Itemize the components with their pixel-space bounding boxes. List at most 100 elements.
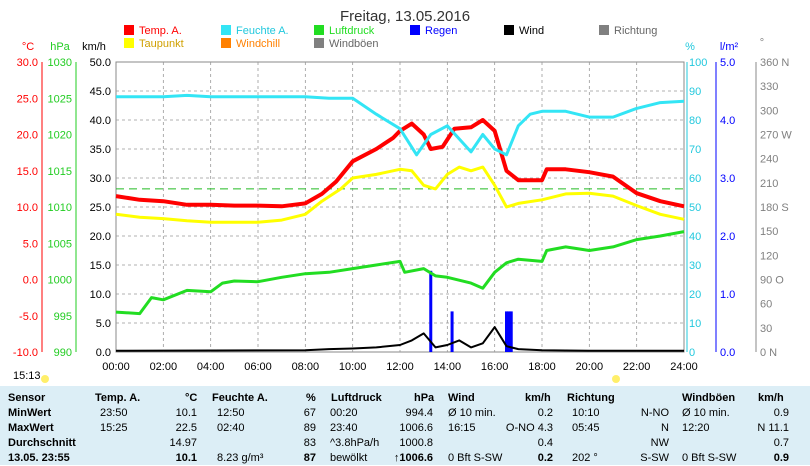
deg-axis-unit: ° <box>760 37 764 49</box>
kmh-tick-label: 0.0 <box>96 347 111 359</box>
legend-label: Taupunkt <box>139 38 184 50</box>
rain-axis-unit: l/m² <box>720 41 739 53</box>
row-label: MinWert <box>8 407 52 419</box>
x-tick-label: 16:00 <box>481 361 509 370</box>
temp-tick-label: 30.0 <box>17 57 38 69</box>
table-row: MinWert 23:50 10.1 12:50 67 00:20 994.4 Ø 10 mi… <box>0 406 810 421</box>
series-taupunkt-line <box>115 165 685 224</box>
direction-tick-label: 210 <box>760 178 778 190</box>
kmh-tick-label: 20.0 <box>90 231 111 243</box>
legend-swatch <box>314 25 324 35</box>
temp-tick-label: 0.0 <box>23 275 38 287</box>
x-tick-label: 02:00 <box>150 361 178 370</box>
legend-label: Temp. A. <box>139 25 182 37</box>
direction-value: N-NO <box>640 407 669 419</box>
pressure-value: 1000.8 <box>399 437 433 449</box>
gust-value: 0.9 <box>773 407 789 419</box>
rain-tick-label: 0.0 <box>720 347 735 359</box>
humidity-value: 89 <box>303 422 316 434</box>
kmh-tick-label: 30.0 <box>90 173 111 185</box>
header-temp: Temp. A. <box>95 392 141 404</box>
hpa-axis-unit: hPa <box>50 41 70 53</box>
temp-tick-label: -10.0 <box>13 347 38 359</box>
header-gust: Windböen <box>682 392 736 404</box>
series-temp-a-line <box>115 118 685 209</box>
temp-tick-label: -5.0 <box>19 311 38 323</box>
legend-swatch <box>221 25 231 35</box>
direction-tick-label: 150 <box>760 226 778 238</box>
pct-tick-label: 20 <box>689 289 701 301</box>
pressure-time: 23:40 <box>330 422 358 434</box>
wind-value: 0.2 <box>537 407 553 419</box>
temp-value: 14.97 <box>169 437 197 449</box>
direction-value: S-SW <box>640 452 669 464</box>
wind-time: 0 Bft S-SW <box>448 452 503 464</box>
gust-time: 0 Bft S-SW <box>682 452 737 464</box>
pct-axis-unit: % <box>685 41 695 53</box>
direction-value: N <box>661 422 669 434</box>
direction-time: 202 ° <box>572 452 598 464</box>
x-tick-label: 06:00 <box>244 361 272 370</box>
kmh-axis-unit: km/h <box>82 41 106 53</box>
legend-label: Richtung <box>614 25 657 37</box>
pressure-time: 00:20 <box>330 407 358 419</box>
pct-tick-label: 50 <box>689 202 701 214</box>
hpa-tick-label: 1015 <box>48 166 72 178</box>
legend-label: Feuchte A. <box>236 25 289 37</box>
temp-value: 22.5 <box>175 422 197 434</box>
rain-bar <box>509 311 513 352</box>
wind-value: O-NO 4.3 <box>505 422 553 434</box>
pct-tick-label: 0 <box>689 347 695 359</box>
wind-value: 0.2 <box>537 452 553 464</box>
table-row: 13.05. 23:55 10.1 8.23 g/m³ 87 bewölkt ↑1006.… <box>0 451 810 466</box>
humidity-value: 83 <box>303 437 316 449</box>
rain-tick-label: 2.0 <box>720 231 735 243</box>
rain-tick-label: 4.0 <box>720 115 735 127</box>
pct-tick-label: 90 <box>689 86 701 98</box>
hpa-tick-label: 1025 <box>48 93 72 105</box>
x-tick-label: 20:00 <box>576 361 604 370</box>
direction-tick-label: 240 <box>760 154 778 166</box>
temp-value: 10.1 <box>175 452 197 464</box>
legend-label: Wind <box>519 25 544 37</box>
x-tick-label: 08:00 <box>292 361 320 370</box>
temp-tick-label: 15.0 <box>17 166 38 178</box>
humidity-value: 87 <box>303 452 316 464</box>
x-tick-label: 04:00 <box>197 361 225 370</box>
temp-time: 15:25 <box>100 422 128 434</box>
kmh-tick-label: 25.0 <box>90 202 111 214</box>
rain-bar <box>450 311 454 352</box>
humidity-time: 12:50 <box>217 407 245 419</box>
header-wind-unit: km/h <box>525 392 551 404</box>
temp-tick-label: 25.0 <box>17 93 38 105</box>
series-wind-line <box>115 326 684 352</box>
x-tick-label: 10:00 <box>339 361 367 370</box>
wind-time: Ø 10 min. <box>448 407 496 419</box>
current-time-label: 15:13 <box>13 370 41 382</box>
direction-time: 10:10 <box>572 407 600 419</box>
header-direction: Richtung <box>567 392 615 404</box>
direction-tick-label: 0 N <box>760 347 777 359</box>
humidity-time: 02:40 <box>217 422 245 434</box>
legend-swatch <box>124 38 134 48</box>
kmh-tick-label: 35.0 <box>90 144 111 156</box>
direction-tick-label: 360 N <box>760 57 789 69</box>
direction-value: NW <box>650 437 669 449</box>
direction-tick-label: 180 S <box>760 202 789 214</box>
rain-bar <box>505 311 508 352</box>
sunrise-icon <box>41 375 49 383</box>
table-row: Durchschnitt 14.97 83 ^3.8hPa/h 1000.8 0.4 NW 0… <box>0 436 810 451</box>
kmh-tick-label: 50.0 <box>90 57 111 69</box>
pressure-time: ^3.8hPa/h <box>330 437 380 449</box>
legend-label: Windchill <box>236 38 280 50</box>
series-feuchte-a-line <box>116 93 685 157</box>
direction-tick-label: 330 <box>760 81 778 93</box>
header-humidity-unit: % <box>306 392 316 404</box>
pct-tick-label: 80 <box>689 115 701 127</box>
hpa-tick-label: 1020 <box>48 130 72 142</box>
hpa-tick-label: 1005 <box>48 238 72 250</box>
legend-swatch <box>599 25 609 35</box>
wind-time: 16:15 <box>448 422 476 434</box>
direction-tick-label: 270 W <box>760 130 792 142</box>
rain-tick-label: 1.0 <box>720 289 735 301</box>
